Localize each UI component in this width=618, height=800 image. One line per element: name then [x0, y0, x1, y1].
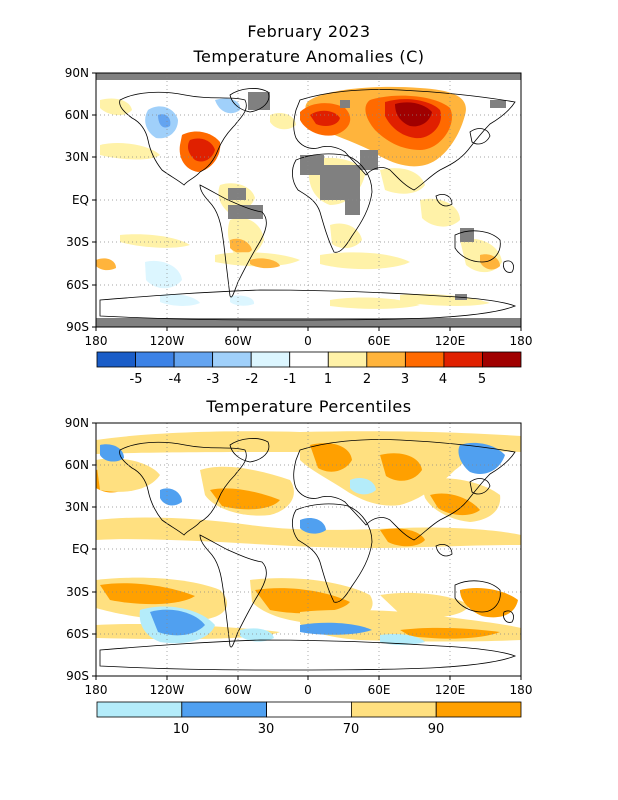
lon-label: 180 [85, 334, 108, 348]
lat-label: 90N [65, 416, 89, 430]
colorbar-label: -1 [284, 372, 297, 387]
colorbar-swatch [135, 351, 175, 368]
percentile-lat-labels: 90N 60N 30N EQ 30S 60S 90S [65, 416, 89, 683]
colorbar-label: 10 [173, 722, 190, 737]
lat-label: 60S [66, 627, 89, 641]
colorbar-swatch [350, 701, 437, 718]
colorbar-label: 4 [439, 372, 447, 387]
percentile-fields [96, 431, 521, 645]
anomaly-colorbar [96, 351, 522, 368]
lat-label: 60N [65, 458, 89, 472]
colorbar-swatch [212, 351, 252, 368]
lon-label: 180 [510, 683, 533, 697]
lon-label: 60E [368, 334, 391, 348]
lon-label: 120W [150, 683, 185, 697]
lat-label: 90S [66, 320, 89, 334]
anomaly-ticks [92, 72, 522, 331]
colorbar-swatch [443, 351, 483, 368]
lon-label: 0 [304, 683, 312, 697]
colorbar-swatch [96, 351, 136, 368]
colorbar-label: 70 [343, 722, 360, 737]
colorbar-label: 3 [401, 372, 409, 387]
percentile-colorbar [96, 701, 522, 718]
percentile-map: 90N 60N 30N EQ 30S 60S 90S 180 120W 60W … [65, 416, 533, 737]
lon-label: 120E [435, 683, 466, 697]
lat-label: 60N [65, 108, 89, 122]
lat-label: 30S [66, 585, 89, 599]
percentile-colorbar-labels: 10 30 70 90 [173, 722, 445, 737]
colorbar-label: 90 [428, 722, 445, 737]
colorbar-swatch [173, 351, 214, 368]
lon-label: 120E [435, 334, 466, 348]
anomaly-coastlines [99, 88, 517, 321]
lat-label: 30N [65, 500, 89, 514]
colorbar-swatch [289, 351, 329, 368]
anomaly-map: 90N 60N 30N EQ 30S 60S 90S 180 120W 60W … [65, 66, 533, 387]
lat-label: 30S [66, 235, 89, 249]
percentile-lon-labels: 180 120W 60W 0 60E 120E 180 [85, 683, 533, 697]
colorbar-label: -4 [169, 372, 182, 387]
percentile-map-title: Temperature Percentiles [206, 397, 412, 416]
anomaly-lat-labels: 90N 60N 30N EQ 30S 60S 90S [65, 66, 89, 334]
colorbar-swatch [266, 701, 352, 718]
lon-label: 60W [224, 334, 251, 348]
lon-label: 0 [304, 334, 312, 348]
colorbar-label: -2 [246, 372, 259, 387]
colorbar-swatch [366, 351, 406, 368]
colorbar-swatch [482, 351, 522, 368]
lon-label: 60E [368, 683, 391, 697]
lat-label: 90N [65, 66, 89, 80]
colorbar-swatch [96, 701, 183, 718]
colorbar-label: 5 [478, 372, 486, 387]
anomaly-fields [96, 73, 521, 327]
anomaly-colorbar-labels: -5 -4 -3 -2 -1 1 2 3 4 5 [130, 372, 487, 387]
anomaly-gridlines [96, 73, 521, 327]
lon-label: 180 [85, 683, 108, 697]
lon-label: 60W [224, 683, 251, 697]
anomaly-lon-labels: 180 120W 60W 0 60E 120E 180 [85, 334, 533, 348]
percentile-ticks [92, 422, 522, 680]
lat-label: 30N [65, 150, 89, 164]
colorbar-label: 2 [363, 372, 371, 387]
anomaly-map-title: Temperature Anomalies (C) [193, 47, 425, 66]
lat-label: 90S [66, 669, 89, 683]
colorbar-label: 1 [324, 372, 332, 387]
colorbar-swatch [181, 701, 268, 718]
percentile-gridlines [96, 423, 521, 676]
colorbar-swatch [435, 701, 522, 718]
colorbar-label: -5 [130, 372, 143, 387]
lat-label: EQ [72, 193, 89, 207]
lon-label: 120W [150, 334, 185, 348]
lat-label: EQ [72, 542, 89, 556]
figure-title: February 2023 [247, 22, 371, 41]
lat-label: 60S [66, 278, 89, 292]
lon-label: 180 [510, 334, 533, 348]
colorbar-label: -3 [207, 372, 220, 387]
colorbar-swatch [404, 351, 445, 368]
percentile-coastlines [99, 438, 517, 671]
colorbar-swatch [250, 351, 291, 368]
colorbar-label: 30 [258, 722, 275, 737]
colorbar-swatch [327, 351, 368, 368]
